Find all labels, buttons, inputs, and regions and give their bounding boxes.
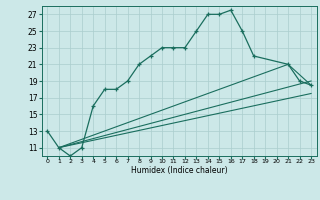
X-axis label: Humidex (Indice chaleur): Humidex (Indice chaleur) <box>131 166 228 175</box>
